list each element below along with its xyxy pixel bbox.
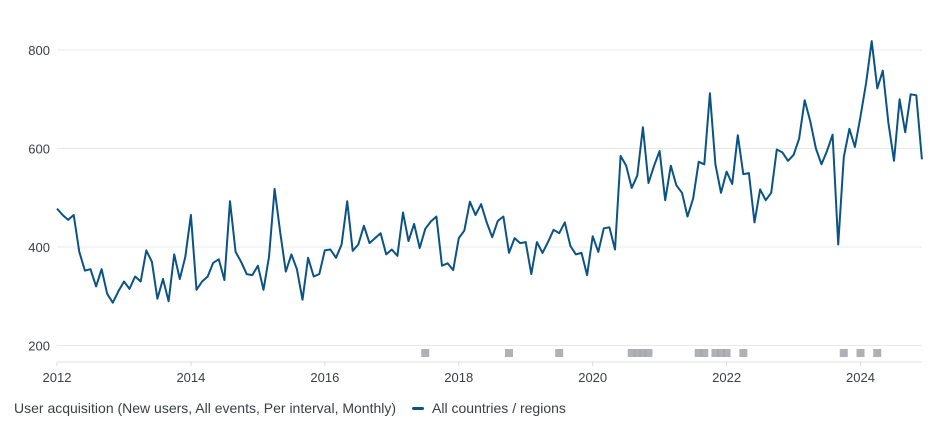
annotation-marker[interactable] xyxy=(638,349,647,357)
legend: User acquisition (New users, All events,… xyxy=(14,400,566,416)
annotation-marker[interactable] xyxy=(873,349,882,357)
x-tick-label: 2016 xyxy=(310,370,339,385)
annotation-marker[interactable] xyxy=(711,349,720,357)
annotation-marker[interactable] xyxy=(739,349,748,357)
annotation-marker[interactable] xyxy=(722,349,731,357)
annotation-marker[interactable] xyxy=(700,349,709,357)
annotation-marker[interactable] xyxy=(421,349,430,357)
x-tick-label: 2018 xyxy=(444,370,473,385)
metric-label: User acquisition (New users, All events,… xyxy=(14,400,397,416)
annotation-marker[interactable] xyxy=(627,349,636,357)
annotation-marker[interactable] xyxy=(839,349,848,357)
annotation-marker[interactable] xyxy=(694,349,703,357)
annotation-markers[interactable] xyxy=(421,349,882,357)
legend-series-label[interactable]: All countries / regions xyxy=(432,400,566,416)
x-tick-label: 2012 xyxy=(43,370,72,385)
x-tick-label: 2014 xyxy=(176,370,205,385)
y-tick-label: 600 xyxy=(28,142,50,157)
y-axis-ticks: 200 400 600 800 xyxy=(28,43,50,354)
annotation-marker[interactable] xyxy=(555,349,564,357)
series-line-all-countries[interactable] xyxy=(56,40,923,304)
annotation-marker[interactable] xyxy=(633,349,642,357)
annotation-marker[interactable] xyxy=(644,349,653,357)
legend-swatch xyxy=(412,406,425,410)
x-tick-label: 2020 xyxy=(578,370,607,385)
gridlines xyxy=(57,49,922,363)
annotation-marker[interactable] xyxy=(717,349,726,357)
x-tick-label: 2022 xyxy=(712,370,741,385)
annotation-marker[interactable] xyxy=(504,349,513,357)
line-chart: 200 400 600 800 2012 2014 2016 2018 2020 2022 202… xyxy=(28,40,923,385)
y-tick-label: 400 xyxy=(28,240,50,255)
x-axis-ticks: 2012 2014 2016 2018 2020 2022 2024 xyxy=(43,362,875,385)
x-tick-label: 2024 xyxy=(846,370,875,385)
annotation-marker[interactable] xyxy=(856,349,865,357)
y-tick-label: 800 xyxy=(28,43,50,58)
y-tick-label: 200 xyxy=(28,339,50,354)
